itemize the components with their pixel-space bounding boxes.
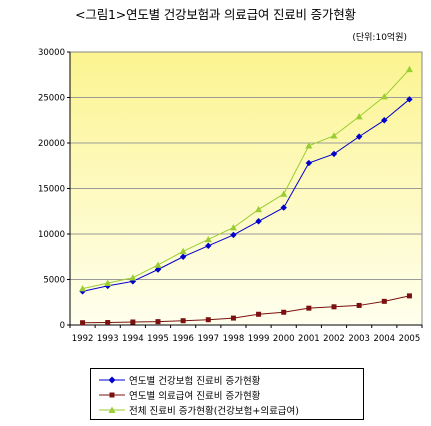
x-tick-label: 1992 bbox=[72, 334, 94, 344]
legend-label: 연도별 의료급여 진료비 증가현황 bbox=[129, 390, 261, 402]
y-tick-label: 20000 bbox=[38, 139, 65, 149]
data-point bbox=[255, 205, 263, 213]
x-tick-label: 2002 bbox=[323, 334, 345, 344]
unit-note: (단위:10억원) bbox=[352, 33, 407, 43]
data-point bbox=[179, 253, 187, 260]
legend-label: 전체 진료비 증가현황(건강보험+의료급여) bbox=[129, 405, 299, 417]
data-point bbox=[230, 231, 237, 239]
y-tick-label: 10000 bbox=[38, 230, 65, 240]
legend-marker-triangle-icon bbox=[99, 406, 125, 413]
data-point bbox=[204, 235, 212, 243]
y-tick-label: 15000 bbox=[38, 185, 65, 195]
chart-title: <그림1>연도별 건강보험과 의료급여 진료비 증가현황 bbox=[75, 7, 356, 22]
data-point bbox=[381, 117, 388, 124]
series-line bbox=[82, 295, 410, 324]
y-tick-label: 30000 bbox=[38, 48, 65, 58]
data-point bbox=[305, 142, 313, 149]
data-point bbox=[205, 242, 212, 250]
data-point bbox=[405, 65, 413, 73]
x-tick-label: 2004 bbox=[373, 334, 395, 344]
x-tick-label: 1994 bbox=[122, 334, 144, 344]
data-point bbox=[105, 320, 111, 326]
x-tick-label: 1995 bbox=[147, 334, 169, 344]
data-point bbox=[381, 298, 387, 304]
data-point bbox=[406, 293, 412, 299]
y-tick-label: 25000 bbox=[38, 94, 65, 104]
data-point bbox=[330, 132, 338, 139]
data-point bbox=[355, 113, 363, 120]
x-tick-label: 1998 bbox=[223, 334, 245, 344]
data-point bbox=[280, 190, 288, 197]
data-point bbox=[280, 204, 287, 211]
data-point bbox=[129, 274, 137, 281]
x-tick-label: 1999 bbox=[248, 334, 270, 344]
x-tick-label: 1997 bbox=[197, 334, 219, 344]
data-point bbox=[80, 320, 86, 326]
y-tick-label: 5000 bbox=[43, 276, 65, 286]
data-point bbox=[129, 278, 137, 285]
x-tick-label: 1993 bbox=[97, 334, 119, 344]
data-point bbox=[356, 302, 362, 308]
data-point bbox=[305, 159, 313, 167]
data-point bbox=[229, 224, 237, 231]
data-point bbox=[180, 318, 186, 324]
data-point bbox=[205, 317, 211, 323]
legend: 연도별 건강보험 진료비 증가현황 연도별 의료급여 진료비 증가현황 전체 진… bbox=[90, 368, 364, 420]
data-point bbox=[256, 311, 262, 317]
data-point bbox=[380, 93, 388, 100]
x-tick-label: 2003 bbox=[348, 334, 370, 344]
data-point bbox=[130, 319, 136, 325]
legend-item: 전체 진료비 증가현황(건강보험+의료급여) bbox=[99, 402, 363, 417]
data-point bbox=[255, 218, 262, 225]
data-point bbox=[79, 285, 87, 292]
data-point bbox=[230, 315, 236, 321]
data-point bbox=[355, 133, 363, 140]
legend-item: 연도별 건강보험 진료비 증가현황 bbox=[99, 372, 363, 387]
data-point bbox=[406, 96, 413, 103]
legend-label: 연도별 건강보험 진료비 증가현황 bbox=[129, 375, 261, 387]
data-point bbox=[154, 261, 162, 268]
x-tick-label: 2005 bbox=[399, 334, 421, 344]
legend-marker-diamond-icon bbox=[99, 376, 125, 383]
legend-item: 연도별 의료급여 진료비 증가현황 bbox=[99, 387, 363, 402]
data-point bbox=[155, 319, 161, 325]
x-tick-label: 2000 bbox=[273, 334, 295, 344]
data-point bbox=[179, 247, 187, 255]
data-point bbox=[306, 305, 312, 311]
y-tick-label: 0 bbox=[60, 321, 65, 331]
data-point bbox=[281, 309, 287, 315]
series-line bbox=[82, 68, 410, 290]
data-point bbox=[154, 266, 162, 273]
data-point bbox=[330, 150, 338, 158]
data-point bbox=[331, 304, 337, 310]
x-tick-label: 1996 bbox=[172, 334, 194, 344]
legend-marker-square-icon bbox=[99, 392, 125, 397]
series-line bbox=[82, 98, 410, 292]
data-point bbox=[104, 279, 112, 286]
x-tick-label: 2001 bbox=[298, 334, 320, 344]
